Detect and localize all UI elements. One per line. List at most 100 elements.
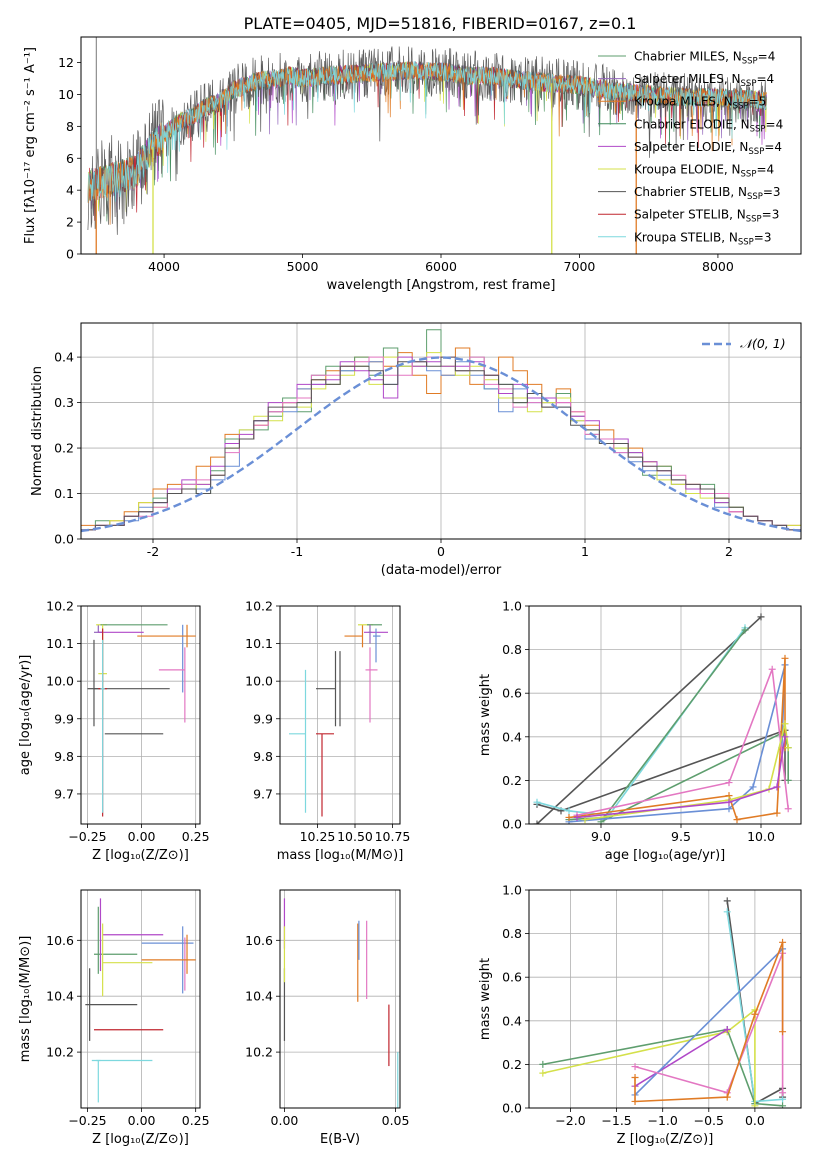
weight-vs-age-xtick-label: 10.0 [747,829,775,844]
weight-series-line [536,729,786,812]
weight-vs-z-xtick-label: −0.5 [694,1113,724,1128]
legend-label: Salpeter STELIB, NSSP=3 [634,208,779,225]
weight-marker [773,783,781,791]
legend-label: Chabrier MILES, NSSP=4 [634,50,775,67]
legend-label-sub: SSP [738,237,754,247]
spectrum-xtick-label: 8000 [702,259,734,274]
weight-marker [539,1060,547,1068]
weight-series-line [536,616,762,824]
residuals-ytick-label: 0.1 [54,486,74,501]
weight-vs-age-ytick-label: 0.4 [502,729,522,744]
weight-marker [779,1095,787,1103]
weight-marker [784,805,792,813]
residuals-xtick-label: -2 [147,544,159,559]
residuals-ylabel: Normed distribution [30,366,45,496]
age-vs-mass-frame [279,605,401,825]
spectrum-ytick-label: 12 [58,55,74,70]
mass-vs-z-xtick-label: −0.25 [68,1113,106,1128]
weight-series-line [634,942,784,1103]
legend-label-suffix: =3 [754,230,772,244]
weight-series-line [542,1028,783,1107]
age-vs-mass-ytick-label: 9.9 [253,711,273,726]
weight-marker [768,665,776,673]
weight-marker [779,938,787,946]
weight-series-line [576,736,786,819]
residuals-frame [80,322,802,540]
residuals-ytick-label: 0.2 [54,441,74,456]
legend-label-sub: SSP [750,124,766,134]
age-vs-z-ytick-label: 9.9 [54,711,74,726]
weight-series-line [576,668,789,817]
weight-marker [725,798,733,806]
histogram-series-line [81,352,801,531]
weight-vs-age-ytick-label: 0.0 [502,817,522,832]
weight-marker [779,1028,787,1036]
weight-vs-z-ytick-label: 0.6 [502,970,522,985]
weight-marker [784,744,792,752]
weight-marker [773,809,781,817]
legend-label: Chabrier STELIB, NSSP=3 [634,185,781,202]
residuals-ytick-label: 0.4 [54,350,74,365]
legend-label-name: Chabrier STELIB, N [634,185,747,199]
legend-label: 𝒩(0, 1) [740,336,786,351]
legend-label-name: Salpeter MILES, N [634,72,741,86]
age-vs-z-ytick-label: 9.7 [54,786,74,801]
residuals-xtick-label: 1 [581,544,589,559]
spectrum-plot-area [87,37,767,254]
legend-label-suffix: =4 [766,117,784,131]
weight-marker [723,1093,731,1101]
mass-vs-ebv-xtick-label: 0.00 [271,1113,299,1128]
legend-label-name: Chabrier ELODIE, N [634,117,750,131]
weight-marker [749,783,757,791]
spectrum-series-line [87,61,767,203]
weight-marker [784,776,792,784]
age-vs-z-ytick-label: 10.0 [46,674,74,689]
legend-label-suffix: =3 [762,208,780,222]
weight-vs-age-xtick-label: 9.5 [671,829,691,844]
weight-marker [781,720,789,728]
mass-vs-z-frame [80,889,201,1109]
weight-vs-z-xlabel: Z [log₁₀(Z/Z⊙)] [617,1132,714,1147]
residuals-plot-area [81,323,801,539]
weight-marker [725,779,733,787]
mass-vs-ebv-ytick-label: 10.4 [245,989,273,1004]
mass-vs-ebv-chart: 0.00 0.05 10.2 10.4 10.6 E(B-V) [245,889,409,1147]
weight-marker [631,1097,639,1105]
age-vs-mass-chart: 10.25 10.50 10.75 9.7 9.8 9.9 10.0 10.1 10.2 mass… [245,599,410,864]
mass-vs-ebv-plot-area [280,890,400,1108]
weight-vs-z-ytick-label: 0.8 [502,926,522,941]
spectrum-xlabel: wavelength [Angstrom, rest frame] [327,278,556,293]
age-vs-z-plot-area [81,606,200,824]
age-vs-z-xlabel: Z [log₁₀(Z/Z⊙)] [92,848,189,863]
weight-vs-age-ytick-label: 1.0 [502,599,522,614]
legend-label: Kroupa ELODIE, NSSP=4 [634,163,774,180]
age-vs-z-xtick-label: 0.00 [128,829,156,844]
mass-vs-z-chart: −0.25 0.00 0.25 10.2 10.4 10.6 Z [log₁₀(Z/Z⊙)]… [18,889,210,1147]
weight-marker [751,1102,759,1108]
mass-vs-z-ytick-label: 10.2 [46,1045,74,1060]
legend-label-suffix: =5 [749,95,767,109]
weight-marker [631,1073,639,1081]
weight-vs-age-frame [528,605,802,825]
legend-label-suffix: =3 [763,185,781,199]
weight-marker [565,807,573,815]
spectrum-xtick-label: 7000 [564,259,596,274]
age-vs-z-xtick-label: −0.25 [68,829,106,844]
legend-label-suffix: =4 [764,140,782,154]
age-vs-mass-ytick-label: 9.7 [253,786,273,801]
mass-vs-z-ytick-label: 10.6 [46,933,74,948]
age-vs-mass-ytick-label: 10.2 [245,599,273,614]
spectrum-xtick-label: 6000 [425,259,457,274]
weight-marker [565,813,573,821]
weight-vs-z-xtick-label: −1.0 [648,1113,678,1128]
age-vs-z-chart: −0.25 0.00 0.25 9.7 9.8 9.9 10.0 10.1 10.2 Z [log… [18,599,210,864]
residuals-xtick-label: 2 [725,544,733,559]
weight-marker [631,1063,639,1071]
figure-title: PLATE=0405, MJD=51816, FIBERID=0167, z=0… [244,14,637,33]
legend-label: Kroupa MILES, NSSP=5 [634,95,766,112]
weight-marker [733,816,741,824]
weight-marker [781,733,789,741]
residuals-xtick-label: 0 [437,544,445,559]
age-vs-z-xtick-label: 0.25 [182,829,210,844]
weight-vs-age-ylabel: mass weight [478,674,493,756]
